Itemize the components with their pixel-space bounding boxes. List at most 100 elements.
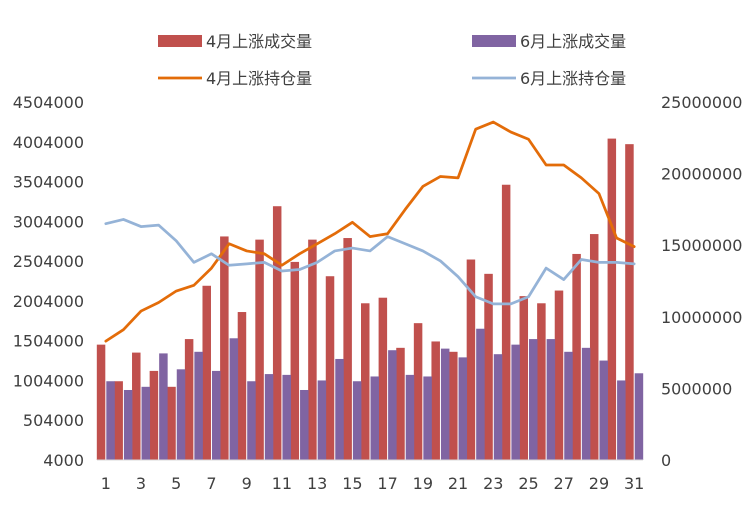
legend-label: 4月上涨持仓量 [206,69,312,88]
right-tick-label: 5000000 [661,379,732,398]
x-tick-label: 27 [554,474,574,493]
bar-jun-volume-day-14 [335,358,344,460]
bar-jun-volume-day-19 [423,376,432,460]
bar-apr-volume-day-23 [484,273,493,460]
line-jun-open-interest [104,218,636,306]
bar-apr-volume-day-4 [149,370,159,460]
bar-jun-volume-day-17 [388,350,397,460]
legend-label: 4月上涨成交量 [206,32,312,51]
bar-apr-volume-day-22 [466,259,476,460]
bar-jun-volume-day-15 [352,381,362,460]
bar-jun-volume-day-11 [282,374,291,460]
x-axis: 1 3 5 7 9 11 13 15 17 19 21 23 25 27 29 31 [101,474,645,493]
x-tick-label: 11 [272,474,292,493]
left-tick-label: 4504000 [13,93,84,112]
bar-apr-volume-day-24 [501,184,511,461]
x-tick-label: 3 [136,474,146,493]
bar-jun-volume-day-26 [546,339,556,460]
x-tick-label: 29 [589,474,609,493]
x-tick-label: 5 [171,474,181,493]
right-tick-label: 25000000 [661,93,742,112]
x-tick-label: 23 [483,474,503,493]
legend-label: 6月上涨持仓量 [520,69,626,88]
bar-jun-volume-day-12 [300,389,309,460]
lines-layer [104,120,636,343]
left-tick-label: 4004000 [13,133,84,152]
bar-jun-volume-day-1 [106,381,115,460]
bars-layer [96,138,644,461]
bar-apr-volume-day-9 [237,312,247,460]
left-tick-label: 3004000 [13,212,84,231]
bar-apr-volume-day-16 [361,303,370,460]
x-tick-label: 15 [342,474,362,493]
bar-apr-volume-day-13 [308,239,317,460]
bar-jun-volume-day-3 [141,386,151,460]
x-tick-label: 13 [307,474,327,493]
left-tick-label: 1004000 [13,371,84,390]
bar-apr-volume-day-2 [114,381,123,460]
bar-jun-volume-day-23 [493,354,503,460]
left-tick-label: 2004000 [13,292,84,311]
bar-jun-volume-day-9 [247,381,256,460]
right-tick-label: 0 [661,451,671,470]
bar-apr-volume-day-18 [396,347,405,460]
right-tick-label: 10000000 [661,308,742,327]
left-tick-label: 2504000 [13,252,84,271]
bar-apr-volume-day-17 [378,297,388,460]
x-tick-label: 25 [518,474,538,493]
bar-jun-volume-day-21 [458,357,468,460]
line-apr-open-interest [104,120,636,343]
bar-jun-volume-day-28 [581,347,591,460]
bar-apr-volume-day-11 [272,206,282,460]
x-tick-label: 1 [101,474,111,493]
bar-jun-volume-day-30 [617,380,626,460]
x-tick-label: 31 [624,474,644,493]
bar-jun-volume-day-7 [211,370,221,460]
left-tick-label: 504000 [23,411,84,430]
right-y-axis: 0 5000000 10000000 15000000 20000000 25000000 [661,93,742,470]
bar-jun-volume-day-8 [229,338,239,460]
bar-apr-volume-day-28 [572,253,581,460]
left-y-axis: 4000 504000 1004000 1504000 2004000 2504000 30… [13,93,84,470]
bar-jun-volume-day-25 [529,339,538,460]
bar-apr-volume-day-27 [554,290,564,460]
bar-apr-volume-day-10 [255,239,264,460]
legend-label: 6月上涨成交量 [520,32,626,51]
x-tick-label: 9 [242,474,252,493]
legend: 4月上涨成交量 6月上涨成交量 4月上涨持仓量 6月上涨持仓量 [158,32,626,88]
x-tick-label: 21 [448,474,468,493]
left-tick-label: 3504000 [13,173,84,192]
x-tick-label: 7 [206,474,216,493]
right-tick-label: 15000000 [661,236,742,255]
bar-jun-volume-day-16 [370,376,379,460]
legend-swatch [472,35,516,47]
bar-jun-volume-day-31 [634,373,644,460]
legend-swatch [158,35,202,47]
bar-apr-volume-day-8 [220,236,229,460]
x-tick-label: 19 [413,474,433,493]
bar-jun-volume-day-29 [599,360,608,460]
bar-jun-volume-day-5 [176,369,186,460]
bar-jun-volume-day-13 [317,380,327,460]
x-tick-label: 17 [377,474,397,493]
bar-apr-volume-day-20 [431,341,440,460]
bar-apr-volume-day-25 [519,296,529,460]
bar-apr-volume-day-1 [96,344,106,460]
bar-jun-volume-day-18 [405,374,415,460]
bar-apr-volume-day-5 [167,386,176,460]
bar-apr-volume-day-31 [625,144,634,460]
bar-apr-volume-day-14 [325,276,335,460]
bar-jun-volume-day-4 [159,353,168,460]
bar-jun-volume-day-24 [511,344,520,460]
bar-jun-volume-day-6 [194,351,203,460]
bar-jun-volume-day-2 [123,389,133,460]
bar-jun-volume-day-27 [564,351,573,460]
bar-apr-volume-day-15 [343,238,352,460]
bar-jun-volume-day-10 [264,374,274,460]
bar-apr-volume-day-7 [202,285,211,460]
bar-apr-volume-day-3 [132,352,141,460]
bar-apr-volume-day-26 [537,303,546,460]
left-tick-label: 4000 [43,451,84,470]
left-tick-label: 1504000 [13,332,84,351]
